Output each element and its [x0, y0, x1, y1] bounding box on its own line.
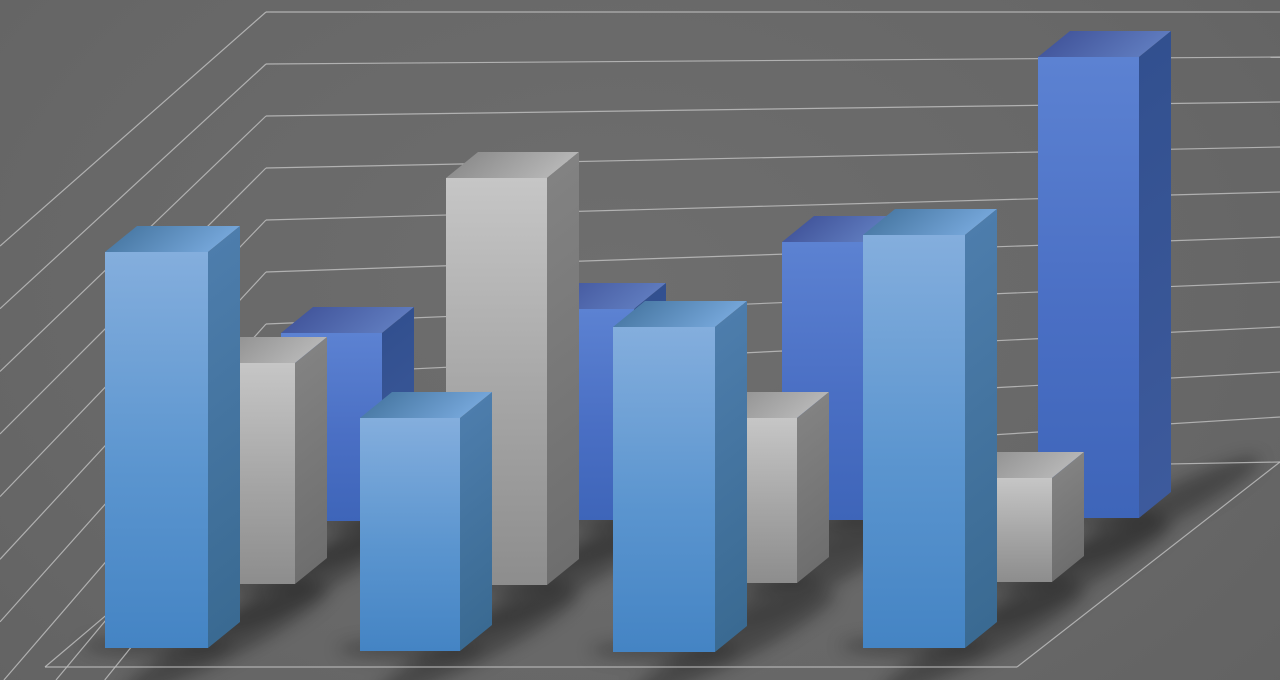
bar-front-face: [360, 418, 460, 651]
bar-front-face: [613, 327, 715, 652]
bar-cast-shadow: [122, 586, 330, 680]
bar-front-face: [105, 252, 208, 648]
bar-cast-shadow: [968, 521, 1172, 629]
bar-cast-shadow: [376, 590, 580, 680]
bar-front-face: [863, 235, 965, 648]
bar-side-face: [715, 300, 747, 652]
bar-cast-shadow: [630, 590, 836, 680]
bar-side-face: [797, 391, 829, 583]
bar-side-face: [208, 225, 240, 648]
bar-side-face: [295, 336, 327, 584]
bar-side-face: [460, 391, 492, 651]
bar-cast-shadow: [880, 586, 1086, 680]
leftwall-gridline: [0, 11, 267, 247]
floor-right-edge: [1016, 461, 1280, 668]
bar-side-face: [965, 208, 997, 648]
bar-side-face: [1139, 30, 1171, 519]
bar-cast-shadow: [1054, 456, 1260, 566]
bar-side-face: [547, 151, 579, 585]
bar-front-face: [1038, 57, 1139, 518]
leftwall-gridline: [0, 63, 267, 310]
